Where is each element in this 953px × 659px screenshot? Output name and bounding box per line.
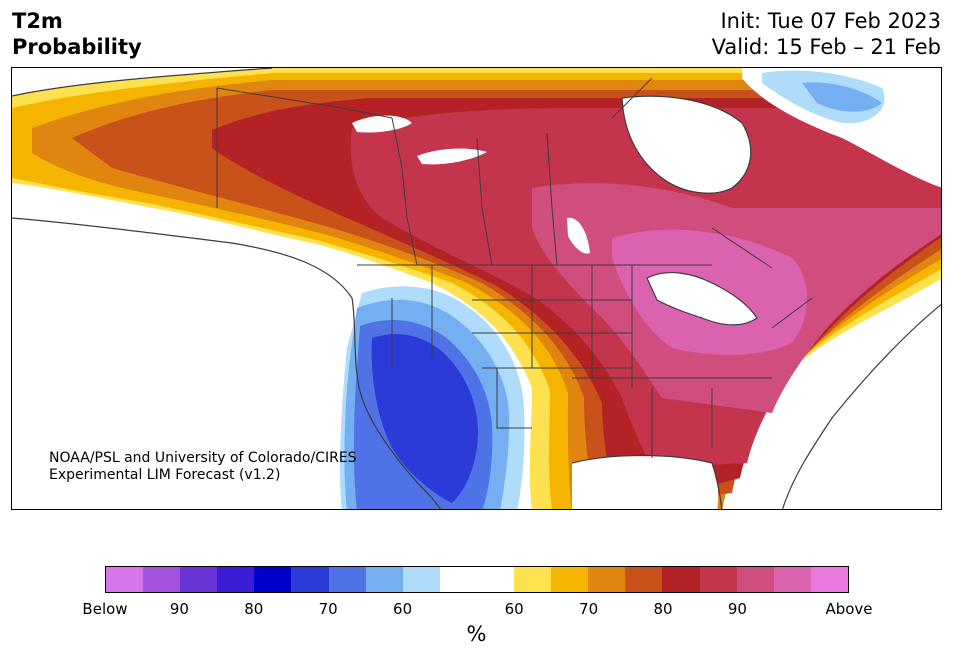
tick-below-70: 70	[318, 600, 338, 618]
gulf-of-mexico	[572, 455, 719, 509]
credit-line-2: Experimental LIM Forecast (v1.2)	[49, 467, 281, 483]
title-line-2: Probability	[12, 35, 142, 59]
tick-below-80: 80	[244, 600, 264, 618]
tick-above: Above	[825, 600, 873, 618]
tick-above-80: 80	[653, 600, 673, 618]
colorbar-segment	[254, 567, 292, 592]
colorbar-segment	[365, 567, 403, 592]
tick-below: Below	[82, 600, 128, 618]
colorbar-ticks: Below 90 80 70 60 60 70 80 90 Above	[0, 600, 953, 620]
political-borders	[216, 77, 813, 458]
colorbar-segment	[143, 567, 181, 592]
colorbar-segment	[773, 567, 811, 592]
title-line-1: T2m	[12, 9, 63, 33]
colorbar-segment	[699, 567, 737, 592]
tick-below-90: 90	[169, 600, 189, 618]
arctic-cool-patch-2	[802, 82, 882, 112]
colorbar-segment	[402, 567, 440, 592]
coastlines	[12, 68, 941, 509]
colorbar-segment	[662, 567, 700, 592]
colorbar-segment	[810, 567, 848, 592]
lake-winnipeg	[567, 217, 590, 254]
colorbar-segment	[180, 567, 218, 592]
great-bear-lake	[352, 115, 412, 133]
colorbar-segment	[106, 567, 144, 592]
below-80-region	[371, 334, 478, 503]
colorbar-segment	[736, 567, 774, 592]
colorbar-segment	[514, 567, 552, 592]
great-lakes	[647, 272, 757, 325]
tick-above-70: 70	[579, 600, 599, 618]
tick-below-60: 60	[393, 600, 413, 618]
atlantic-ocean	[782, 304, 941, 509]
hudson-bay	[622, 96, 751, 194]
colorbar-segment	[439, 567, 515, 592]
credit-line-1: NOAA/PSL and University of Colorado/CIRE…	[49, 450, 357, 466]
great-slave-lake	[417, 148, 487, 165]
init-date: Init: Tue 07 Feb 2023	[720, 9, 941, 33]
date-info: Init: Tue 07 Feb 2023 Valid: 15 Feb – 21…	[712, 8, 941, 60]
colorbar-unit: %	[466, 622, 487, 646]
colorbar-segment	[291, 567, 329, 592]
probability-map	[11, 67, 942, 510]
tick-above-90: 90	[727, 600, 747, 618]
map-title: T2m Probability	[12, 8, 142, 60]
credit-text: NOAA/PSL and University of Colorado/CIRE…	[49, 450, 357, 484]
map-svg	[12, 68, 941, 509]
valid-range: Valid: 15 Feb – 21 Feb	[711, 35, 941, 59]
colorbar	[105, 566, 849, 593]
pacific-ocean	[12, 218, 352, 509]
tick-above-60: 60	[504, 600, 524, 618]
colorbar-segment	[588, 567, 626, 592]
colorbar-segment	[551, 567, 589, 592]
colorbar-segment	[217, 567, 255, 592]
colorbar-segment	[625, 567, 663, 592]
colorbar-segment	[328, 567, 366, 592]
